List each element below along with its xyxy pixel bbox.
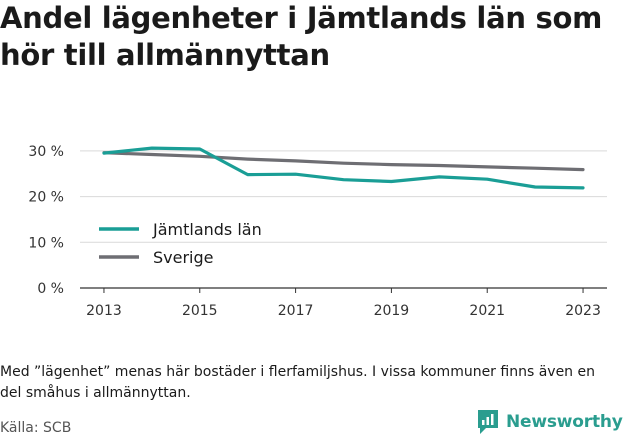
chart-footnote: Med ”lägenhet” menas här bostäder i fler… bbox=[0, 364, 595, 401]
y-tick-label: 30 % bbox=[28, 144, 64, 160]
x-tick-label: 2021 bbox=[469, 303, 505, 319]
x-tick-label: 2023 bbox=[565, 303, 601, 319]
x-tick-label: 2015 bbox=[182, 303, 218, 319]
legend-label: Sverige bbox=[153, 248, 214, 267]
chart-title: Andel lägenheter i Jämtlands län som hör… bbox=[0, 0, 631, 74]
newsworthy-logo-icon bbox=[478, 410, 498, 434]
y-axis-tick-labels: 0 % 10 % 20 % 30 % bbox=[28, 144, 64, 297]
y-tick-label: 20 % bbox=[28, 190, 64, 206]
line-chart: 0 % 10 % 20 % 30 % 2013 2015 2017 2019 2021 2023… bbox=[28, 144, 607, 319]
chart-title-line-1: Andel lägenheter i Jämtlands län som bbox=[0, 1, 602, 35]
legend-label: Jämtlands län bbox=[152, 220, 262, 239]
chart-legend: Jämtlands län Sverige bbox=[99, 220, 262, 267]
chart-series bbox=[102, 146, 585, 190]
brand-name: Newsworthy bbox=[506, 412, 623, 432]
chart-title-line-2: hör till allmännyttan bbox=[0, 38, 330, 72]
x-axis-tick-labels: 2013 2015 2017 2019 2021 2023 bbox=[86, 288, 601, 319]
series-line bbox=[102, 146, 585, 190]
y-tick-label: 0 % bbox=[37, 281, 64, 297]
series-line bbox=[102, 151, 585, 172]
x-tick-label: 2019 bbox=[374, 303, 410, 319]
brand-logo: Newsworthy bbox=[476, 408, 623, 436]
chart-gridlines bbox=[80, 150, 607, 289]
y-tick-label: 10 % bbox=[28, 235, 64, 251]
x-tick-label: 2013 bbox=[86, 303, 122, 319]
chart-source: Källa: SCB bbox=[0, 420, 72, 436]
x-tick-label: 2017 bbox=[278, 303, 314, 319]
